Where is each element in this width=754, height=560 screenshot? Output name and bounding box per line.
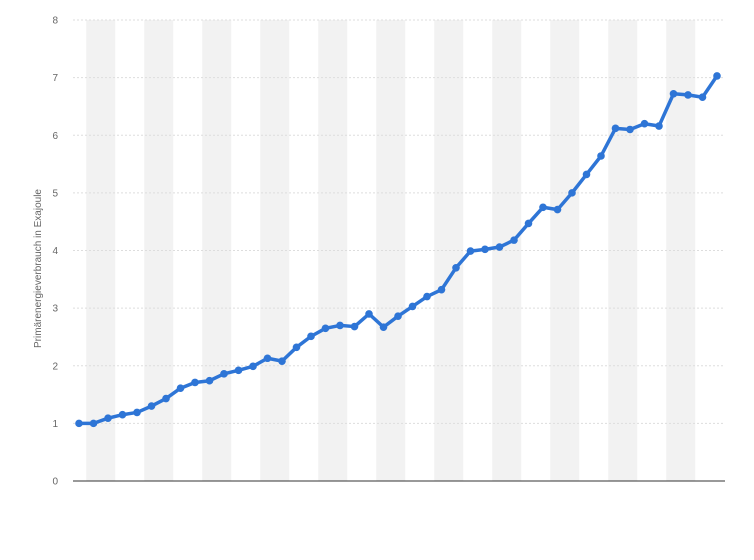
data-point bbox=[307, 332, 315, 341]
data-point bbox=[684, 91, 692, 99]
data-point bbox=[466, 247, 475, 255]
data-point bbox=[495, 243, 504, 251]
data-point bbox=[394, 312, 402, 320]
data-point bbox=[568, 189, 576, 197]
data-point bbox=[611, 124, 620, 133]
y-tick-label: 3 bbox=[52, 304, 58, 315]
data-point bbox=[234, 366, 243, 375]
data-point bbox=[162, 394, 170, 403]
data-point bbox=[510, 236, 518, 244]
data-point bbox=[147, 402, 156, 410]
y-tick-label: 8 bbox=[52, 16, 58, 27]
y-tick-label: 6 bbox=[52, 131, 58, 142]
data-point bbox=[205, 376, 214, 385]
y-tick-label: 7 bbox=[52, 73, 58, 84]
data-point bbox=[423, 292, 431, 301]
data-point bbox=[379, 323, 388, 331]
data-point bbox=[452, 263, 460, 272]
data-point bbox=[553, 205, 562, 214]
data-point bbox=[365, 310, 373, 318]
data-point bbox=[176, 384, 185, 393]
data-point bbox=[350, 322, 359, 331]
data-points bbox=[75, 72, 721, 428]
data-point bbox=[75, 419, 83, 428]
data-point bbox=[104, 414, 112, 422]
data-point bbox=[408, 302, 417, 311]
data-point bbox=[278, 357, 286, 365]
y-tick-label: 1 bbox=[52, 419, 58, 430]
data-point bbox=[263, 354, 272, 363]
data-point bbox=[89, 419, 98, 428]
data-point bbox=[292, 343, 301, 352]
data-point bbox=[640, 119, 649, 128]
data-point bbox=[669, 89, 678, 98]
data-point bbox=[597, 152, 605, 160]
data-point bbox=[524, 219, 533, 228]
gridlines bbox=[73, 19, 725, 424]
data-point bbox=[539, 203, 547, 212]
y-tick-label: 5 bbox=[52, 188, 58, 199]
data-point bbox=[249, 362, 257, 371]
data-point bbox=[582, 170, 591, 179]
y-tick-label: 2 bbox=[52, 361, 58, 372]
data-point bbox=[655, 122, 663, 130]
y-axis-title: Primärenergieverbrauch in Exajoule bbox=[33, 189, 44, 348]
background-bands bbox=[86, 20, 696, 481]
y-tick-label: 4 bbox=[52, 246, 58, 257]
y-tick-label: 0 bbox=[52, 477, 58, 488]
data-point bbox=[118, 410, 127, 419]
data-point bbox=[698, 93, 707, 102]
y-axis-ticks: 0 1 2 3 4 5 6 7 8 bbox=[52, 16, 58, 488]
data-point bbox=[220, 370, 228, 378]
data-point bbox=[626, 125, 634, 134]
data-point bbox=[133, 408, 141, 417]
data-point bbox=[321, 324, 330, 333]
data-point bbox=[713, 72, 721, 80]
data-point bbox=[191, 378, 199, 387]
data-point bbox=[481, 245, 489, 254]
data-point bbox=[437, 285, 446, 294]
data-point bbox=[336, 321, 344, 330]
